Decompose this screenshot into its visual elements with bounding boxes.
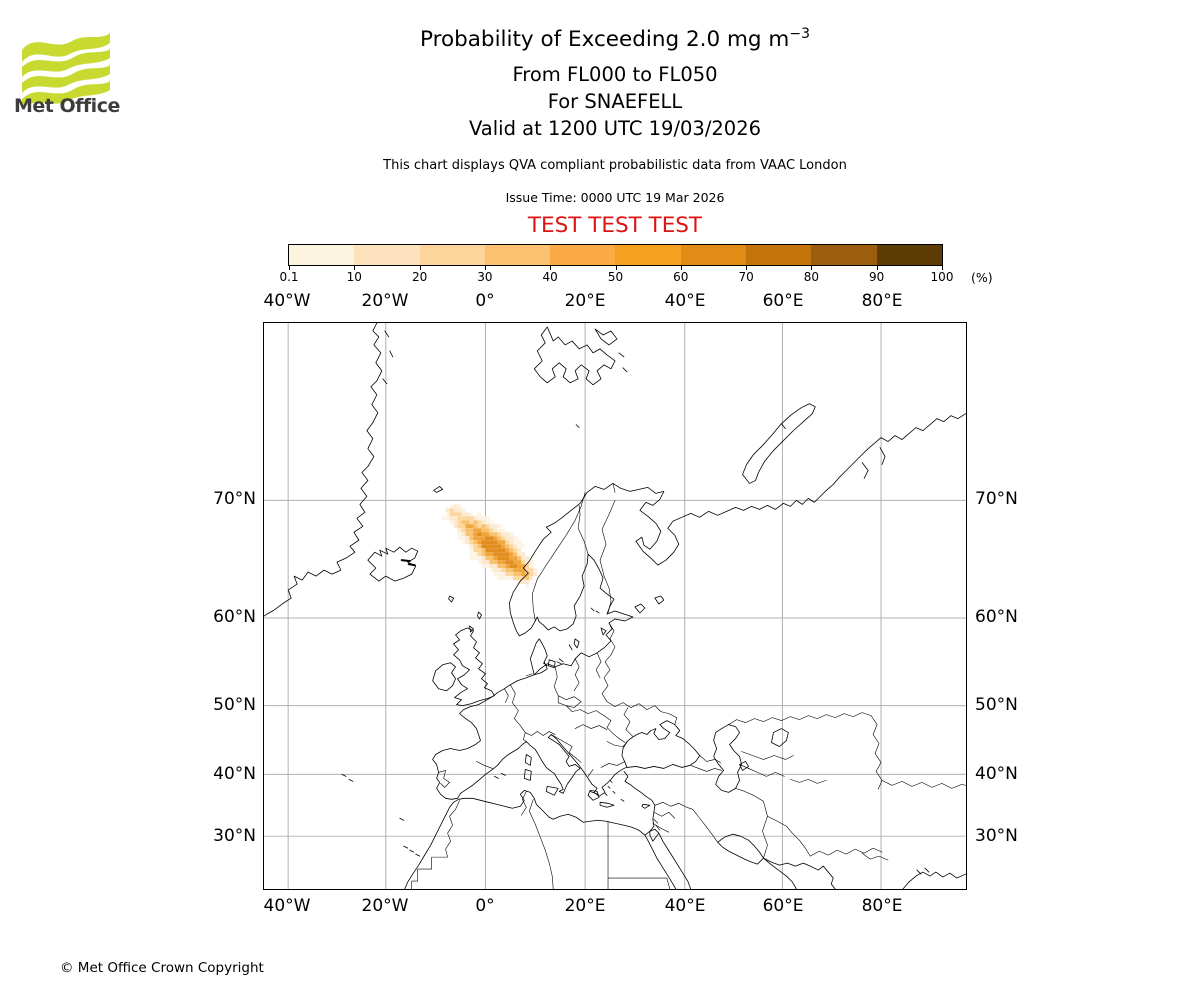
colorbar-tick-label: 40 [542,270,558,284]
colorbar-tick [680,265,682,270]
south-asia-coast [763,857,966,889]
colorbar-tick [615,265,617,270]
colorbar-tick-label: 90 [869,270,885,284]
colorbar-segment [615,245,681,265]
x-axis-label: 20°W [361,291,409,311]
colorbar-tick-label: 50 [607,270,624,284]
colorbar-segment [289,245,355,265]
colorbar-tick-label: 100 [930,270,954,284]
great-britain [453,627,495,707]
colorbar-tick [354,265,356,270]
page-title: Probability of Exceeding 2.0 mg m−3 [263,26,967,52]
iceland [367,546,419,582]
colorbar-segment [550,245,616,265]
colorbar-tick [811,265,813,270]
arctic-russia-coast [612,413,966,566]
subtitle-volcano: For SNAEFELL [547,90,683,113]
issue-time: Issue Time: 0000 UTC 19 Mar 2026 [505,190,725,205]
caspian-sea [713,724,749,793]
colorbar-tick-label: 80 [803,270,820,284]
title-main: Probability of Exceeding 2.0 mg m [419,27,790,53]
map-frame [263,322,967,890]
colorbar-segment [746,245,812,265]
x-axis-label: 0° [475,291,495,311]
y-axis-label: 40°N [975,764,1018,784]
colorbar-tick-label: 20 [411,270,428,284]
y-axis-label: 30°N [213,826,256,846]
jan-mayen [433,486,444,493]
x-axis-label: 20°W [361,896,409,916]
y-axis-label: 70°N [213,489,256,509]
eurasia-coast [432,483,701,800]
x-axis-label: 60°E [762,896,804,916]
logo-waves-icon [22,33,110,109]
y-axis-label: 60°N [213,607,256,627]
logo-wordmark: Met Office [14,95,120,117]
graticule [264,323,966,889]
colorbar-tick [484,265,486,270]
probability-colorbar [288,244,943,266]
met-office-logo [22,33,110,109]
y-axis-label: 50°N [975,695,1018,715]
x-axis-label: 20°E [564,896,606,916]
colorbar-tick [550,265,552,270]
y-axis-label: 50°N [213,695,256,715]
y-axis-label: 60°N [975,607,1018,627]
coastlines [264,323,966,889]
colorbar-segment [419,245,485,265]
colorbar-tick [419,265,421,270]
colorbar-tick-label: 0.1 [279,270,299,284]
north-africa-coast [404,771,656,889]
y-axis-label: 30°N [975,826,1018,846]
subtitle-valid-time: Valid at 1200 UTC 19/03/2026 [468,117,762,140]
colorbar-segment [354,245,420,265]
colorbar-segment [811,245,877,265]
subtitle-flight-levels: From FL000 to FL050 [512,63,718,86]
bear-island [575,424,580,429]
colorbar-tick-label: 70 [738,270,754,284]
greenland-coast [264,323,383,617]
ash-plume [441,504,538,589]
svalbard [533,326,616,386]
novaya-zemlya [742,403,816,484]
med-islands [494,754,651,809]
copyright-text: © Met Office Crown Copyright [60,960,264,976]
colorbar-tick [289,265,290,270]
title-exponent: −3 [789,26,810,42]
x-axis-label: 40°E [664,291,706,311]
colorbar-segment [876,245,942,265]
persian-gulf [717,833,797,889]
colorbar-tick [746,265,748,270]
aral-sea [771,728,789,747]
x-axis-label: 80°E [861,896,903,916]
x-axis-label: 40°W [263,291,311,311]
y-axis-label: 40°N [213,764,256,784]
x-axis-label: 0° [475,896,495,916]
colorbar-tick [942,265,943,270]
x-axis-label: 20°E [564,291,606,311]
colorbar-tick [876,265,878,270]
map-canvas [264,323,966,889]
denmark [529,638,556,676]
x-axis-label: 80°E [861,291,903,311]
x-axis-label: 40°E [664,896,706,916]
colorbar-tick-label: 60 [673,270,689,284]
qva-compliance-note: This chart displays QVA compliant probab… [383,158,847,173]
colorbar-tick-label: 30 [477,270,493,284]
ireland [432,662,456,692]
colorbar-segment [484,245,551,265]
colorbar-unit-label: (%) [971,270,993,285]
red-sea [644,828,692,889]
test-banner: TEST TEST TEST [527,213,703,238]
x-axis-label: 60°E [762,291,804,311]
x-axis-label: 40°W [263,896,311,916]
y-axis-label: 70°N [975,489,1018,509]
country-borders [411,483,966,889]
colorbar-tick-label: 10 [346,270,362,284]
colorbar-segment [680,245,747,265]
